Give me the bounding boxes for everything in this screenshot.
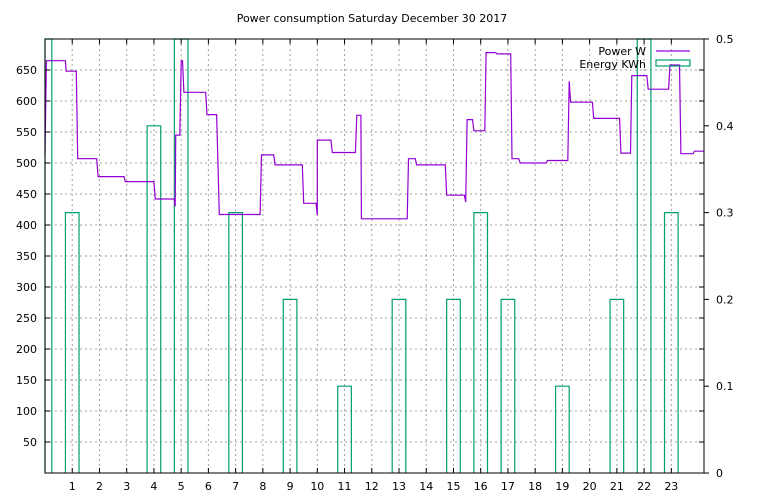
grid-lines: [45, 39, 704, 473]
energy-bar: [554, 385, 570, 473]
legend-label-energy: Energy KWh: [579, 58, 646, 71]
x-tick-label: 16: [474, 480, 488, 493]
power-line: [44, 52, 704, 220]
energy-bar: [282, 298, 298, 473]
y-tick-label: 650: [16, 64, 37, 77]
x-tick-label: 14: [419, 480, 433, 493]
x-tick-label: 10: [310, 480, 324, 493]
x-tick-label: 17: [501, 480, 515, 493]
energy-bar: [228, 212, 244, 473]
y2-tick-label: 0.5: [716, 33, 734, 46]
x-tick-label: 11: [338, 480, 352, 493]
y2-tick-label: 0.3: [716, 207, 734, 220]
y-tick-label: 350: [16, 250, 37, 263]
y-tick-label: 550: [16, 126, 37, 139]
energy-bar: [609, 298, 625, 473]
y2-tick-label: 0.4: [716, 120, 734, 133]
energy-bar: [663, 212, 679, 473]
x-tick-label: 6: [205, 480, 212, 493]
x-tick-label: 5: [178, 480, 185, 493]
y-tick-label: 400: [16, 219, 37, 232]
y-tick-label: 450: [16, 188, 37, 201]
x-tick-label: 20: [583, 480, 597, 493]
y-tick-label: 500: [16, 157, 37, 170]
x-tick-label: 3: [123, 480, 130, 493]
x-tick-label: 22: [637, 480, 651, 493]
y-tick-label: 250: [16, 312, 37, 325]
x-tick-label: 18: [528, 480, 542, 493]
y-tick-label: 100: [16, 405, 37, 418]
x-tick-label: 19: [555, 480, 569, 493]
x-tick-label: 2: [96, 480, 103, 493]
x-tick-label: 21: [610, 480, 624, 493]
y-tick-label: 150: [16, 374, 37, 387]
y2-tick-label: 0.1: [716, 380, 734, 393]
x-tick-label: 1: [69, 480, 76, 493]
x-tick-label: 12: [365, 480, 379, 493]
x-tick-label: 4: [150, 480, 157, 493]
y-tick-label: 600: [16, 95, 37, 108]
x-tick-label: 13: [392, 480, 406, 493]
y2-tick-label: 0.2: [716, 293, 734, 306]
y-tick-label: 50: [23, 436, 37, 449]
energy-bar: [391, 298, 407, 473]
power-line-group: [44, 52, 704, 220]
energy-bar: [337, 385, 352, 473]
legend-label-power: Power W: [598, 45, 646, 58]
x-tick-label: 23: [664, 480, 678, 493]
y2-tick-label: 0: [716, 467, 723, 480]
energy-bar: [500, 298, 516, 473]
legend-swatch-energy: [655, 59, 691, 67]
energy-bar: [446, 298, 461, 473]
energy-bar: [146, 125, 162, 473]
x-tick-label: 9: [287, 480, 294, 493]
x-tick-label: 7: [232, 480, 239, 493]
chart-title: Power consumption Saturday December 30 2…: [237, 12, 508, 25]
x-tick-label: 15: [446, 480, 460, 493]
y-tick-label: 300: [16, 281, 37, 294]
x-tick-label: 8: [259, 480, 266, 493]
energy-bar: [473, 212, 489, 473]
y-tick-label: 200: [16, 343, 37, 356]
energy-bar: [64, 212, 80, 473]
